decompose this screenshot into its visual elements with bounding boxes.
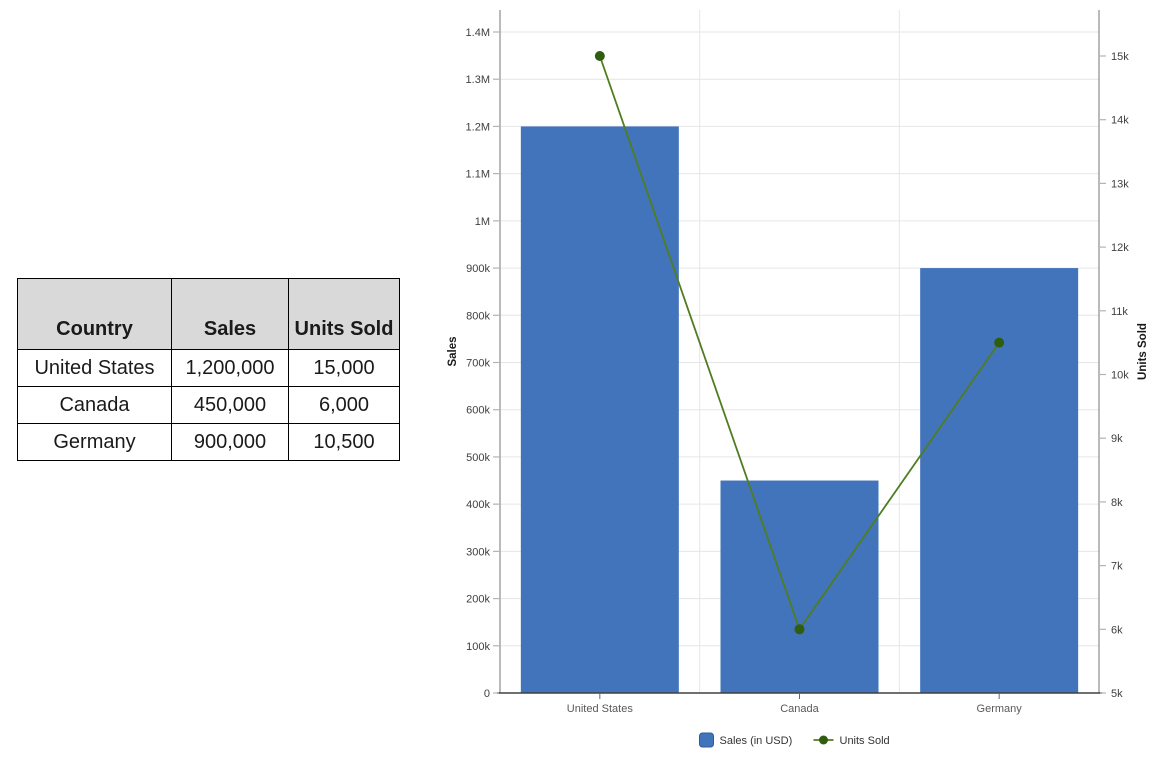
- right-tick-label: 8k: [1111, 497, 1123, 509]
- legend-marker-units: [819, 735, 828, 745]
- right-tick-label: 14k: [1111, 115, 1129, 127]
- left-tick-label: 1.1M: [466, 169, 490, 181]
- table-row: Canada 450,000 6,000: [17, 386, 400, 424]
- table-cell: 10,500: [288, 423, 400, 461]
- bar-canada: [720, 480, 879, 693]
- right-tick-label: 7k: [1111, 561, 1123, 573]
- combo-chart-container: 0 100k 200k 300k 400k 500k 600k 700k 800k 900k 1M 1…: [440, 0, 1167, 765]
- left-tick-label: 0: [484, 688, 490, 700]
- left-tick-label: 700k: [466, 358, 490, 370]
- table-row: Germany 900,000 10,500: [17, 423, 400, 461]
- left-tick-label: 1.3M: [466, 74, 490, 86]
- right-tick-label: 13k: [1111, 178, 1129, 190]
- table-cell: 1,200,000: [171, 349, 289, 387]
- right-tick-label: 6k: [1111, 624, 1123, 636]
- legend-label-units: Units Sold: [840, 735, 890, 747]
- left-tick-label: 100k: [466, 641, 490, 653]
- table-header-cell: Country: [17, 278, 172, 350]
- legend-swatch-sales: [699, 732, 714, 748]
- left-tick-label: 1.4M: [466, 27, 490, 39]
- bar-germany: [920, 268, 1079, 693]
- table-header-cell: Units Sold: [288, 278, 400, 350]
- table-cell: 450,000: [171, 386, 289, 424]
- units-sold-point: [994, 337, 1005, 348]
- left-tick-label: 300k: [466, 546, 490, 558]
- left-axis-title: Sales: [447, 336, 459, 366]
- table-cell: 15,000: [288, 349, 400, 387]
- left-tick-label: 800k: [466, 310, 490, 322]
- table-cell: Canada: [17, 386, 172, 424]
- sales-data-table: Country Sales Units Sold United States 1,20…: [17, 278, 400, 461]
- table-row: United States 1,200,000 15,000: [17, 349, 400, 387]
- sales-data-table-container: Country Sales Units Sold United States 1,20…: [17, 278, 400, 461]
- left-tick-label: 500k: [466, 452, 490, 464]
- left-tick-label: 1.2M: [466, 121, 490, 133]
- table-cell: 900,000: [171, 423, 289, 461]
- category-label: Germany: [977, 703, 1023, 715]
- left-tick-label: 400k: [466, 499, 490, 511]
- table-header-row: Country Sales Units Sold: [17, 278, 400, 350]
- table-header-cell: Sales: [171, 278, 289, 350]
- left-tick-label: 200k: [466, 594, 490, 606]
- left-tick-label: 600k: [466, 405, 490, 417]
- table-cell: United States: [17, 349, 172, 387]
- combo-chart: 0 100k 200k 300k 400k 500k 600k 700k 800k 900k 1M 1…: [447, 10, 1149, 748]
- units-sold-point: [594, 50, 605, 61]
- bar-united-states: [520, 126, 679, 693]
- category-label: Canada: [780, 703, 819, 715]
- table-cell: 6,000: [288, 386, 400, 424]
- units-sold-point: [794, 624, 805, 635]
- right-tick-label: 12k: [1111, 242, 1129, 254]
- right-tick-label: 9k: [1111, 433, 1123, 445]
- right-tick-label: 15k: [1111, 51, 1129, 63]
- right-tick-label: 11k: [1111, 306, 1128, 318]
- right-tick-label: 10k: [1111, 369, 1129, 381]
- right-axis-title: Units Sold: [1137, 323, 1149, 380]
- left-tick-label: 900k: [466, 263, 490, 275]
- right-tick-label: 5k: [1111, 688, 1123, 700]
- legend-label-sales: Sales (in USD): [720, 735, 793, 747]
- table-body: United States 1,200,000 15,000 Canada 450,00…: [17, 349, 400, 461]
- left-tick-label: 1M: [475, 216, 490, 228]
- table-cell: Germany: [17, 423, 172, 461]
- category-label: United States: [567, 703, 634, 715]
